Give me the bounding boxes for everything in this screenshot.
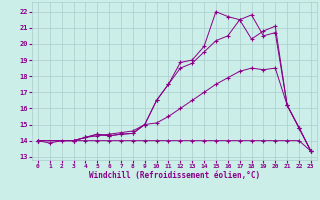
X-axis label: Windchill (Refroidissement éolien,°C): Windchill (Refroidissement éolien,°C) (89, 171, 260, 180)
